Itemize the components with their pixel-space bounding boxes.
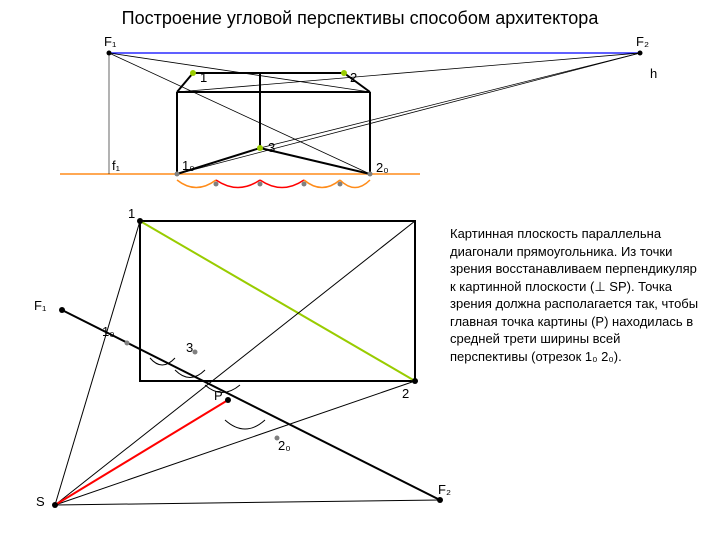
description-text: Картинная плоскость параллельна диагонал… [450, 225, 700, 365]
label-20: 2₀ [376, 160, 389, 175]
label-10: 1₀ [182, 158, 195, 173]
label-h: h [650, 66, 657, 81]
label-plan-3: 3 [186, 340, 193, 355]
label-plan-20: 2₀ [278, 438, 291, 453]
label-plan-1: 1 [128, 206, 135, 221]
label-3: 3 [268, 140, 275, 155]
label-2: 2 [350, 70, 357, 85]
label-F1-top: F₁ [104, 34, 116, 49]
label-F2-bot: F₂ [438, 482, 451, 497]
label-F2-top: F₂ [636, 34, 649, 49]
label-f1: f₁ [112, 158, 120, 173]
label-1: 1 [200, 70, 207, 85]
label-plan-10: 1₀ [102, 324, 115, 339]
label-S: S [36, 494, 45, 509]
label-plan-2: 2 [402, 386, 409, 401]
label-plan-P: P [214, 388, 223, 403]
label-F1-bot: F₁ [34, 298, 46, 313]
